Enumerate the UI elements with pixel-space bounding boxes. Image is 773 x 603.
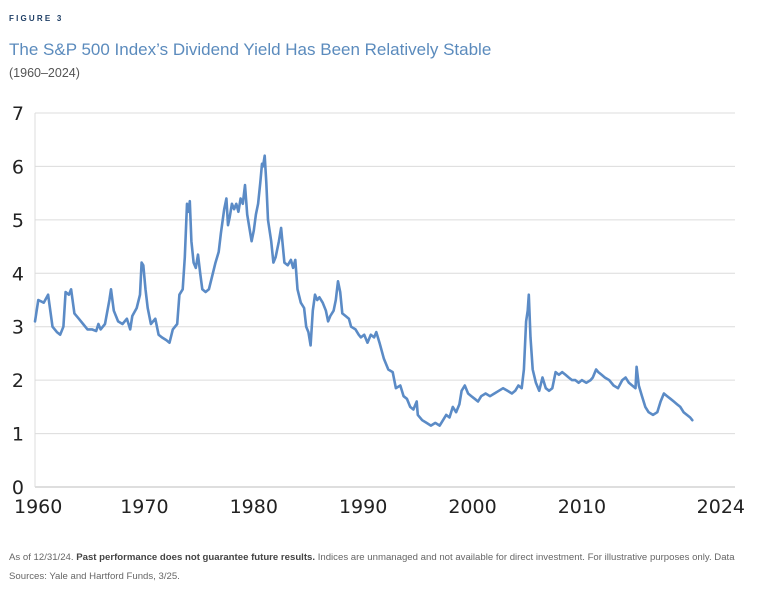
y-tick-label: 3 xyxy=(12,317,24,339)
gridlines xyxy=(35,112,735,488)
y-tick-label: 7 xyxy=(12,103,24,125)
footnote-text: Indices are unmanaged and not available … xyxy=(9,552,735,582)
x-tick-label: 1970 xyxy=(120,496,168,518)
chart-title: The S&P 500 Index’s Dividend Yield Has B… xyxy=(9,40,492,59)
footnote-disclaimer: Past performance does not guarantee futu… xyxy=(76,552,316,563)
series-line-dividend-yield xyxy=(33,154,694,427)
x-tick-label: 1990 xyxy=(339,496,387,518)
figure-label: FIGURE 3 xyxy=(9,14,64,23)
y-tick-label: 1 xyxy=(12,424,24,446)
chart-subtitle: (1960–2024) xyxy=(9,66,80,80)
x-tick-label: 2000 xyxy=(448,496,496,518)
series-group xyxy=(33,154,694,427)
y-tick-label: 5 xyxy=(12,210,24,232)
y-tick-label: 4 xyxy=(12,263,24,285)
x-tick-label: 1960 xyxy=(14,496,62,518)
y-tick-label: 2 xyxy=(12,370,24,392)
axes: 0 1 2 3 4 5 6 7 1960 1970 1980 1990 2000 2010 2024 xyxy=(12,103,745,518)
x-tick-label: 2024 xyxy=(697,496,745,518)
y-tick-label: 0 xyxy=(12,477,24,499)
dividend-yield-chart: 0 1 2 3 4 5 6 7 1960 1970 1980 1990 2000 2010 2024 xyxy=(12,103,745,518)
x-tick-label: 1980 xyxy=(230,496,278,518)
footnote: As of 12/31/24. Past performance does no… xyxy=(9,548,749,586)
x-tick-label: 2010 xyxy=(558,496,606,518)
y-tick-label: 6 xyxy=(12,156,24,178)
footnote-prefix: As of 12/31/24. xyxy=(9,552,77,563)
